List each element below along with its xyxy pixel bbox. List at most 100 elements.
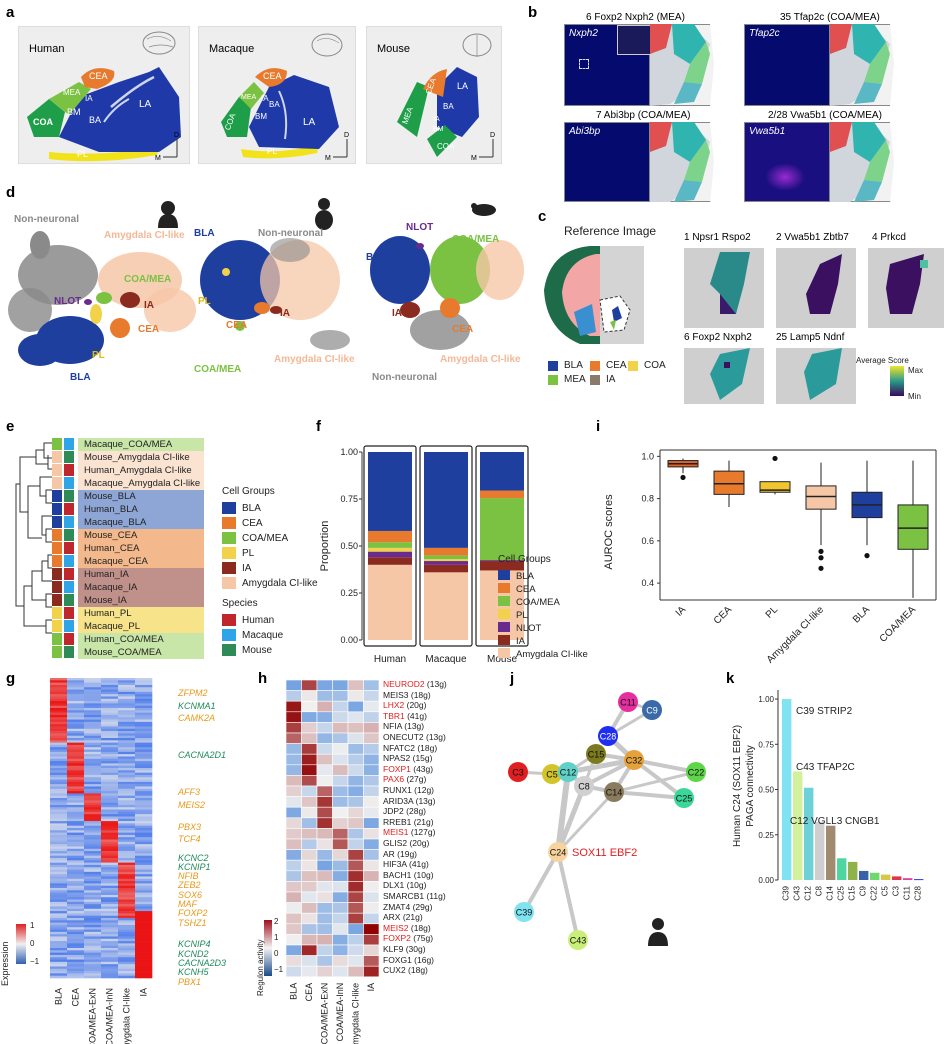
heat-cell <box>84 680 102 683</box>
heat-cell <box>332 965 349 978</box>
heat-cell <box>332 743 349 755</box>
heat-cell <box>50 864 68 868</box>
species-color-cell <box>64 581 74 593</box>
legend-tick: −1 <box>274 965 284 974</box>
heat-cell <box>101 920 119 923</box>
heat-cell <box>50 881 68 884</box>
gene-label: PBX3 <box>178 821 202 832</box>
heat-cell <box>67 834 85 838</box>
bar-segment <box>480 561 524 571</box>
heat-cell <box>118 809 136 813</box>
bar <box>870 872 880 880</box>
bar-segment <box>424 564 468 573</box>
y-tick-label: 1.00 <box>758 695 774 704</box>
heat-cell <box>118 719 136 723</box>
group-color-cell <box>52 542 62 554</box>
heat-cell <box>50 749 68 753</box>
heat-cell <box>135 726 153 730</box>
heat-cell <box>84 924 102 928</box>
heat-cell <box>118 899 136 903</box>
heat-cell <box>84 809 102 813</box>
heat-cell <box>118 906 136 910</box>
heat-cell <box>50 934 68 937</box>
heat-cell <box>50 684 68 688</box>
regulon-count: (27g) <box>404 774 427 785</box>
x-tick-label: Mouse <box>487 654 517 665</box>
heat-cell <box>101 975 119 979</box>
heat-cell <box>67 804 85 808</box>
gene-label: AFF3 <box>178 787 201 798</box>
heat-cell <box>118 830 136 833</box>
graph-edge <box>555 785 587 853</box>
heat-cell <box>101 922 119 926</box>
heat-cell <box>84 968 102 972</box>
d-human-coamea: COA/MEA <box>124 274 172 285</box>
heat-cell <box>135 966 153 970</box>
regulon-count: (16g) <box>411 954 435 965</box>
svg-text:D: D <box>490 132 495 139</box>
node-label: C5 <box>546 770 558 780</box>
heat-cell <box>50 862 68 866</box>
heat-cell <box>67 689 85 693</box>
heat-cell <box>101 742 119 746</box>
heat-cell <box>101 837 119 840</box>
d-macaque-amyg: Amygdala CI-like <box>274 354 355 365</box>
heat-cell <box>101 710 119 713</box>
panel-label-c: c <box>538 208 547 225</box>
heat-cell <box>50 945 68 949</box>
heat-cell <box>84 846 102 850</box>
heat-cell <box>101 832 119 836</box>
heat-cell <box>363 806 380 819</box>
heat-cell <box>67 682 85 686</box>
regulon-count: (18g) <box>408 689 431 700</box>
regulon-count: (18g) <box>408 922 431 933</box>
heat-cell <box>332 679 349 691</box>
heat-cell <box>84 726 102 730</box>
heat-cell <box>84 941 102 944</box>
heat-cell <box>316 828 333 840</box>
x-tick-label: C8 <box>815 885 824 896</box>
e-row-label: Macaque_PL <box>78 620 204 633</box>
heat-cell <box>285 817 302 829</box>
heat-cell <box>135 839 153 843</box>
heat-cell <box>285 711 302 723</box>
heat-cell <box>347 806 364 819</box>
heat-cell <box>135 682 153 686</box>
legend-tick: 1 <box>274 933 279 942</box>
group-color-cell <box>52 581 62 593</box>
heat-cell <box>67 922 85 926</box>
heat-cell <box>101 894 119 898</box>
heat-cell <box>84 777 102 780</box>
bar-segment <box>424 561 468 565</box>
legend-label: COA/MEA <box>516 597 560 608</box>
regulon-count: (41g) <box>406 859 429 870</box>
heat-cell <box>135 791 153 794</box>
heat-cell <box>50 957 68 960</box>
regulon-name: KLF9 <box>383 944 404 954</box>
heat-cell <box>101 684 119 688</box>
heat-cell <box>118 968 136 972</box>
column-label: COA/MEA-ExN <box>88 988 98 1044</box>
column-label: COA/MEA-ExN <box>320 983 330 1044</box>
legend-swatch <box>222 532 236 544</box>
heat-cell <box>84 906 102 910</box>
heat-cell <box>67 696 85 700</box>
heat-cell <box>118 853 136 856</box>
panel-label-b: b <box>528 4 538 21</box>
regulon-name: PAX6 <box>383 774 405 785</box>
heat-cell <box>135 823 153 826</box>
heat-cell <box>316 944 333 956</box>
heat-cell <box>101 954 119 958</box>
x-tick-label: COA/MEA <box>878 604 919 645</box>
heat-cell <box>135 705 153 709</box>
heat-cell <box>84 952 102 956</box>
heat-cell <box>118 758 136 762</box>
heat-cell <box>84 860 102 863</box>
heat-cell <box>118 728 136 732</box>
panel-label-d: d <box>6 184 16 201</box>
regulon-label: ONECUT2 (13g) <box>383 732 446 742</box>
heat-cell <box>135 828 153 831</box>
heat-cell <box>285 912 302 925</box>
heat-cell <box>135 809 153 813</box>
regulon-label: DLX1 (10g) <box>383 880 426 890</box>
